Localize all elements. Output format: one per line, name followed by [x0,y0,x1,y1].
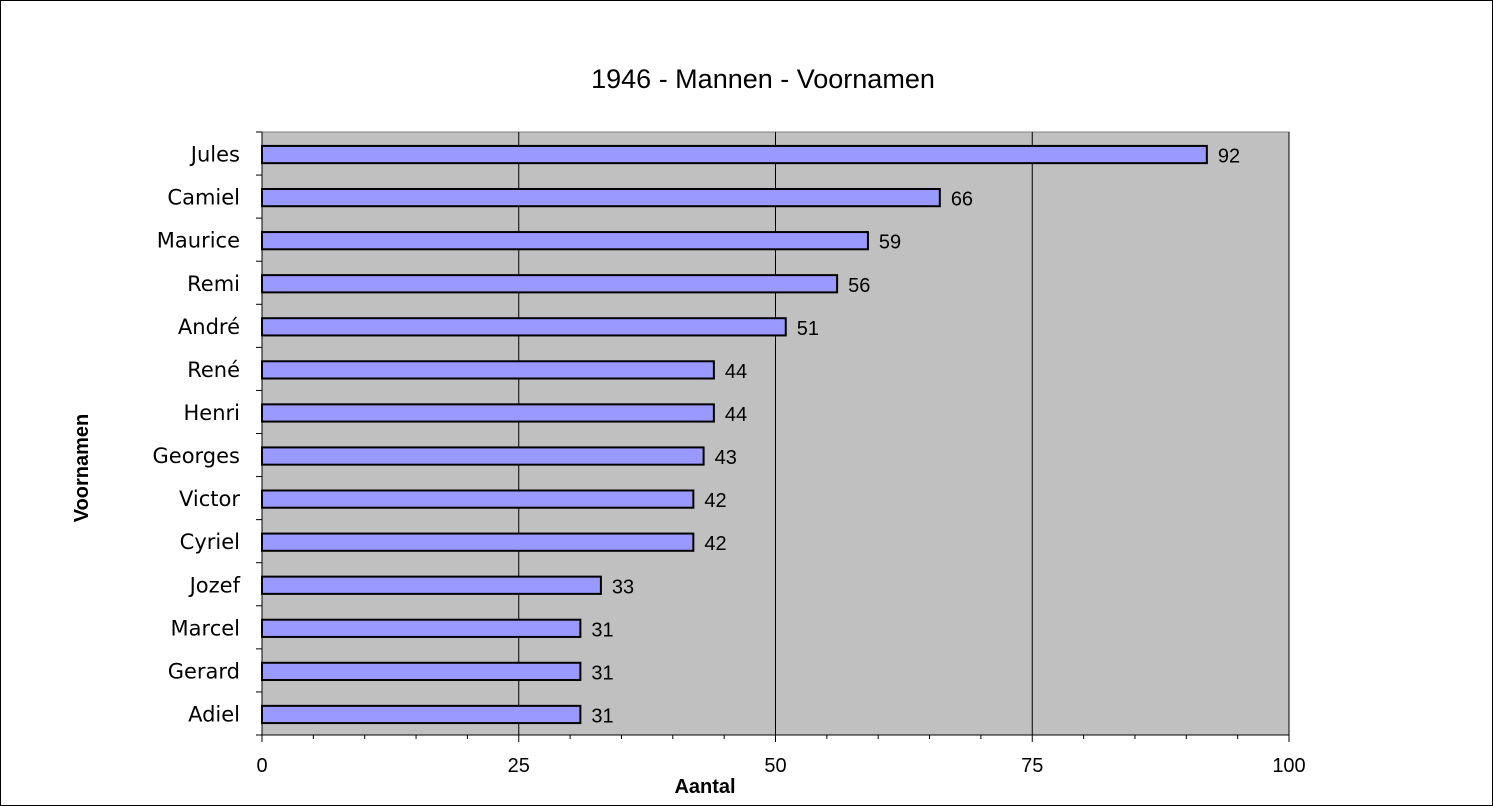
data-label: 92 [1218,146,1240,168]
data-label: 66 [951,189,973,211]
y-tick-label: Jules [189,143,240,167]
data-label: 51 [797,318,819,340]
data-label: 43 [715,447,737,469]
data-label: 44 [725,404,747,426]
data-label: 33 [612,576,634,598]
y-axis-title: Voornamen [71,414,93,523]
y-tick-label: René [187,358,240,382]
data-label: 31 [591,619,613,641]
bar [261,446,705,466]
data-label: 44 [725,361,747,383]
y-tick-label: Adiel [188,702,240,726]
bar [261,317,787,337]
x-axis-title: Aantal [674,776,735,798]
y-tick-label: Cyriel [180,530,240,554]
x-tick-label: 0 [256,755,267,777]
y-tick-label: Henri [184,401,241,425]
bar [261,144,1208,165]
y-tick-label: Remi [187,272,240,296]
bar [261,489,695,509]
bar [261,661,582,682]
x-tick-label: 50 [764,755,786,777]
bar [261,187,941,208]
bar [261,403,715,423]
bar [261,575,602,595]
data-label: 59 [879,232,901,254]
x-tick-label: 25 [508,755,530,777]
bar [261,704,582,725]
data-label: 42 [704,490,726,512]
x-tick-label: 75 [1021,755,1043,777]
data-label: 42 [704,533,726,555]
y-tick-label: Marcel [171,616,240,640]
y-tick-label: Jozef [188,573,241,597]
y-tick-label: Victor [179,487,240,511]
y-tick-label: Georges [153,444,241,468]
data-label: 31 [591,662,613,684]
bar [261,532,695,552]
bar [261,618,582,638]
plot-area: 0 25 50 75 100 Jules 92 Camiel 66 Maurice 59 Remi 56… [153,131,1306,777]
bar [261,231,869,251]
y-tick-label: Camiel [167,186,240,210]
y-tick-label: Maurice [157,229,240,253]
data-label: 56 [848,275,870,297]
chart-title: 1946 - Mannen - Voornamen [591,64,935,94]
x-tick-label: 100 [1272,755,1305,777]
bar [261,274,839,294]
bar [261,360,715,380]
y-tick-label: André [178,315,240,339]
data-label: 31 [591,705,613,727]
y-tick-label: Gerard [168,659,240,683]
